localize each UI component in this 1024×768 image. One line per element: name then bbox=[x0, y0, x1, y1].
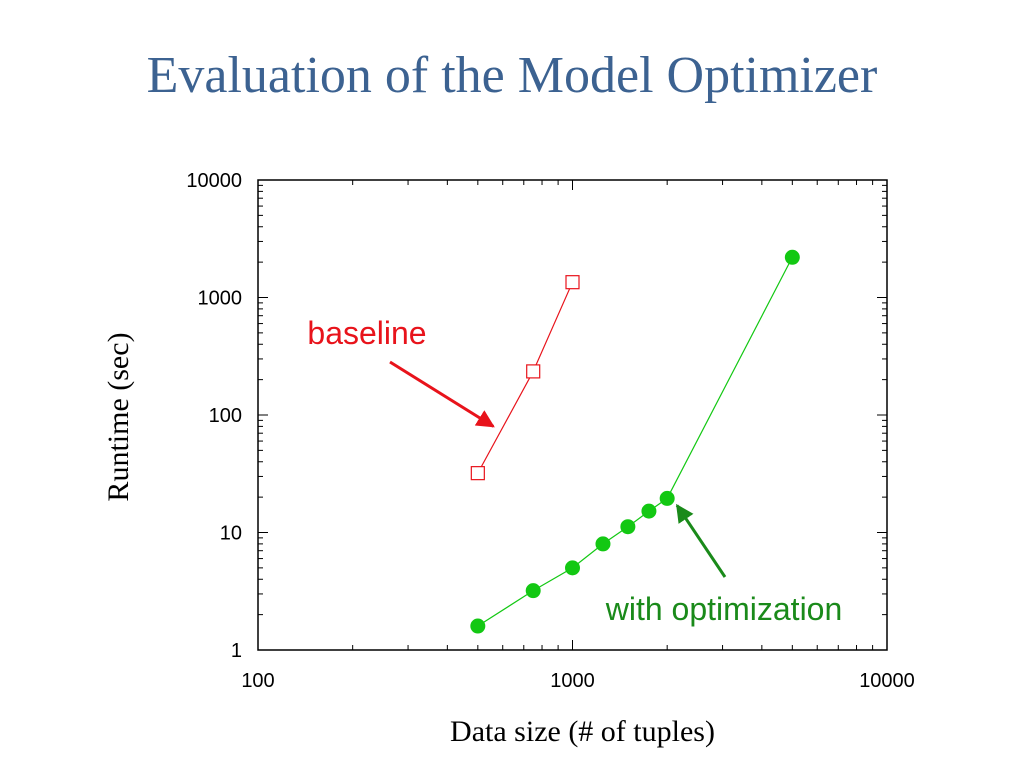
y-axis-title: Runtime (sec) bbox=[102, 332, 135, 501]
x-tick-label: 100 bbox=[241, 670, 274, 692]
y-tick-label: 100 bbox=[209, 405, 242, 427]
optimized-annotation-label: with optimization bbox=[605, 591, 843, 627]
x-tick-label: 10000 bbox=[859, 670, 915, 692]
optimized-point bbox=[620, 519, 636, 535]
baseline-line bbox=[477, 281, 574, 474]
baseline-point bbox=[526, 364, 541, 379]
annotations: baseline with optimization bbox=[307, 315, 842, 627]
optimized-line bbox=[477, 256, 793, 627]
baseline-point bbox=[565, 275, 580, 290]
optimized-point bbox=[641, 503, 657, 519]
x-tick-label: 1000 bbox=[550, 670, 595, 692]
y-tick-label: 10 bbox=[220, 523, 242, 545]
optimized-point bbox=[595, 536, 611, 552]
optimized-point bbox=[659, 490, 675, 506]
optimized-point bbox=[525, 583, 541, 599]
x-axis-title: Data size (# of tuples) bbox=[450, 715, 715, 748]
baseline-point bbox=[470, 466, 485, 481]
y-tick-label: 1000 bbox=[198, 288, 243, 310]
y-tick-label: 1 bbox=[231, 640, 242, 662]
optimized-point bbox=[784, 249, 800, 265]
optimized-point bbox=[565, 560, 580, 576]
optimized-annotation-arrow bbox=[675, 503, 727, 578]
y-tick-label: 10000 bbox=[186, 170, 242, 192]
slide-title: Evaluation of the Model Optimizer bbox=[146, 47, 878, 104]
baseline-annotation-arrow bbox=[389, 360, 495, 428]
series-group bbox=[470, 249, 800, 634]
baseline-annotation-label: baseline bbox=[307, 315, 426, 351]
axes: 100 1000 10000 1 10 100 1000 10000 Data size (# … bbox=[102, 170, 915, 748]
optimized-point bbox=[470, 618, 486, 634]
